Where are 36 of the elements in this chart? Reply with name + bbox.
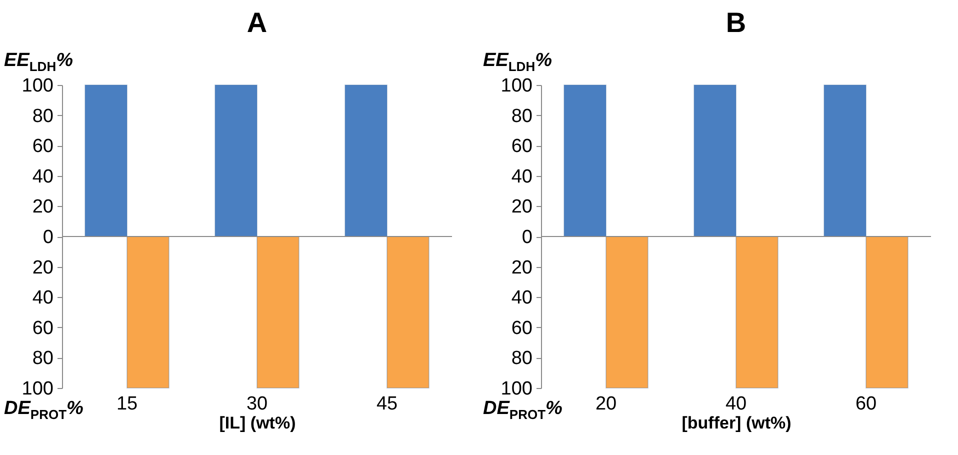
y-tick-label: 20 xyxy=(32,196,54,218)
x-tick-label: 20 xyxy=(595,394,617,414)
text: DE$_{PROT}$% xyxy=(4,398,84,422)
y-tick-label: 100 xyxy=(500,76,532,96)
y-tick-label: 0 xyxy=(42,227,54,248)
y-axis-title: EE$_{LDH}$% xyxy=(4,50,73,74)
y-tick-label: 80 xyxy=(511,106,532,127)
y-tick-label: 100 xyxy=(500,378,532,400)
chart-title: A xyxy=(246,7,268,38)
x-axis-title: [buffer] (wt%) xyxy=(682,414,792,432)
x-tick-label: 30 xyxy=(246,394,268,414)
y-tick-label: 20 xyxy=(511,257,532,278)
x-axis-title: [IL] (wt%) xyxy=(219,414,296,432)
y-tick-label: 40 xyxy=(511,288,532,309)
y-tick-label: 20 xyxy=(32,257,54,278)
y-tick-label: 40 xyxy=(32,166,54,188)
y-tick-label: 80 xyxy=(32,106,54,127)
x-tick-label: 45 xyxy=(376,394,398,414)
y-tick-label: 80 xyxy=(511,348,532,370)
y-tick-label: 40 xyxy=(511,166,532,188)
y-tick-label: 100 xyxy=(22,76,54,96)
x-tick-label: 40 xyxy=(725,394,747,414)
chart-title: B xyxy=(726,7,746,38)
x-tick-label: 15 xyxy=(116,394,138,414)
text: DE$_{PROT}$% xyxy=(483,398,562,422)
y-tick-label: 60 xyxy=(32,136,54,158)
y-tick-label: 0 xyxy=(522,227,532,248)
x-tick-label: 60 xyxy=(855,394,877,414)
y-tick-label: 40 xyxy=(32,288,54,309)
y-tick-label: 100 xyxy=(22,378,54,400)
y-tick-label: 60 xyxy=(32,318,54,339)
y-axis-title: EE$_{LDH}$% xyxy=(483,50,552,74)
y-tick-label: 60 xyxy=(511,318,532,339)
y-tick-label: 20 xyxy=(511,196,532,218)
y-tick-label: 60 xyxy=(511,136,532,158)
y-tick-label: 80 xyxy=(32,348,54,370)
